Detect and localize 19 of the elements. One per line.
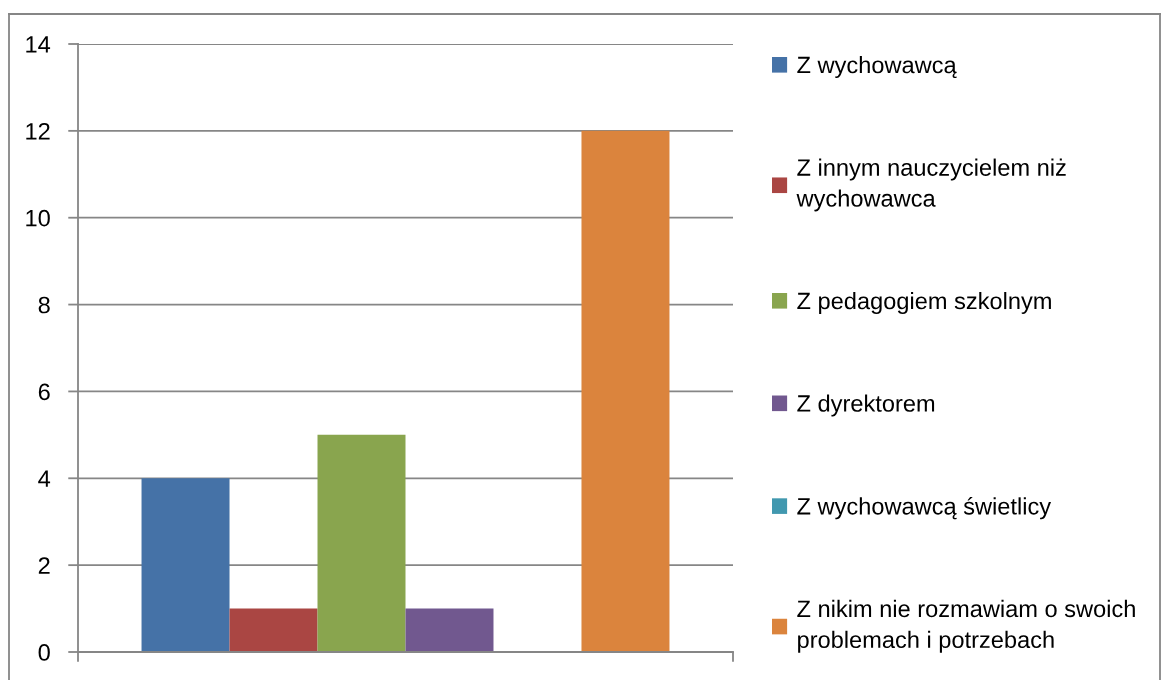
- y-tick-label: 12: [26, 122, 50, 140]
- bar: [405, 608, 494, 652]
- bar: [317, 434, 406, 652]
- y-tick-label: 2: [38, 557, 50, 574]
- legend-label: Z pedagogiem szkolnym: [797, 291, 1051, 314]
- y-tick-label: 10: [26, 209, 50, 227]
- bar: [229, 608, 318, 652]
- legend-label: Z innym nauczycielem niż wychowawca: [796, 158, 1066, 212]
- y-tick-label: 4: [38, 470, 51, 487]
- legend-label: Z wychowawcą świetlicy: [797, 497, 1052, 520]
- y-tick-label: 14: [26, 36, 51, 53]
- legend-label: Z dyrektorem: [797, 394, 935, 417]
- bar: [581, 130, 670, 652]
- y-tick-label: 0: [38, 644, 50, 661]
- y-tick-label: 6: [38, 383, 50, 401]
- bar: [141, 478, 230, 652]
- legend-label: Z wychowawcą: [797, 56, 957, 79]
- legend-label: Z nikim nie rozmawiam o swoich problemach i potrzebach: [797, 599, 1135, 653]
- y-tick-label: 8: [38, 296, 50, 314]
